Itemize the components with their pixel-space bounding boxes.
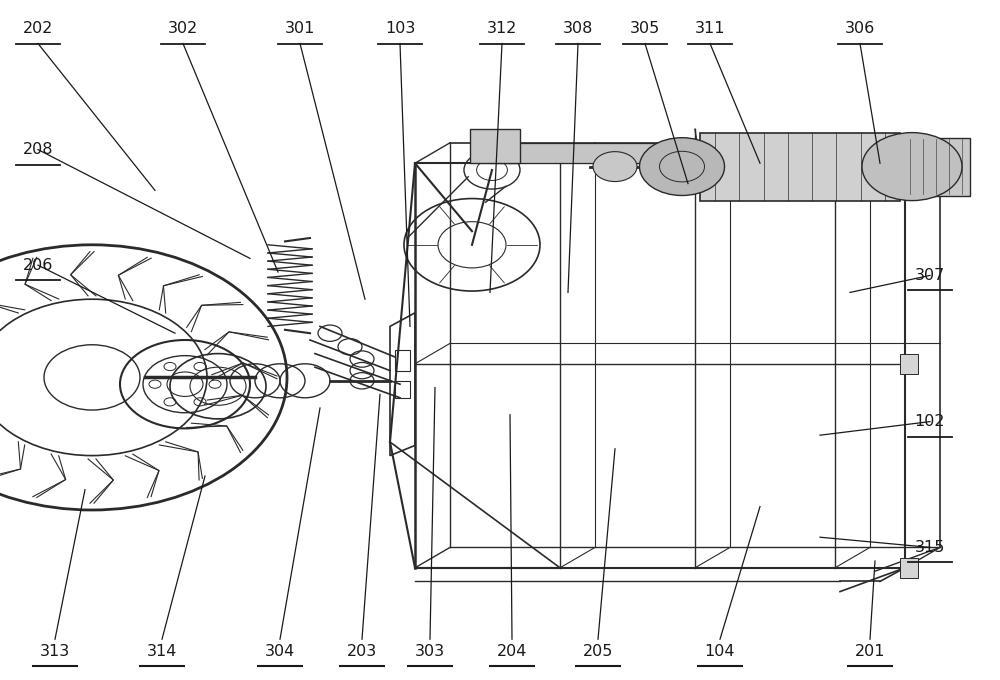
Text: 206: 206 [23, 258, 53, 273]
Text: 312: 312 [487, 21, 517, 36]
Text: 103: 103 [385, 21, 415, 36]
FancyBboxPatch shape [490, 143, 700, 163]
Text: 305: 305 [630, 21, 660, 36]
Text: 302: 302 [168, 21, 198, 36]
Text: 315: 315 [915, 540, 945, 555]
Circle shape [862, 133, 962, 201]
Text: 201: 201 [855, 644, 885, 659]
Text: 308: 308 [563, 21, 593, 36]
Text: 203: 203 [347, 644, 377, 659]
Text: 307: 307 [915, 268, 945, 283]
Text: 205: 205 [583, 644, 613, 659]
FancyBboxPatch shape [900, 153, 918, 173]
Text: 102: 102 [915, 414, 945, 429]
FancyBboxPatch shape [470, 129, 520, 163]
Circle shape [593, 152, 637, 182]
FancyBboxPatch shape [900, 354, 918, 374]
Text: 104: 104 [705, 644, 735, 659]
FancyBboxPatch shape [700, 133, 900, 201]
Text: 204: 204 [497, 644, 527, 659]
Text: 314: 314 [147, 644, 177, 659]
FancyBboxPatch shape [900, 558, 918, 578]
Text: 208: 208 [23, 142, 53, 157]
Text: 306: 306 [845, 21, 875, 36]
Text: 304: 304 [265, 644, 295, 659]
Text: 301: 301 [285, 21, 315, 36]
Text: 303: 303 [415, 644, 445, 659]
Text: 311: 311 [695, 21, 725, 36]
FancyBboxPatch shape [902, 138, 970, 196]
Text: 202: 202 [23, 21, 53, 36]
Text: 313: 313 [40, 644, 70, 659]
Circle shape [639, 138, 724, 196]
